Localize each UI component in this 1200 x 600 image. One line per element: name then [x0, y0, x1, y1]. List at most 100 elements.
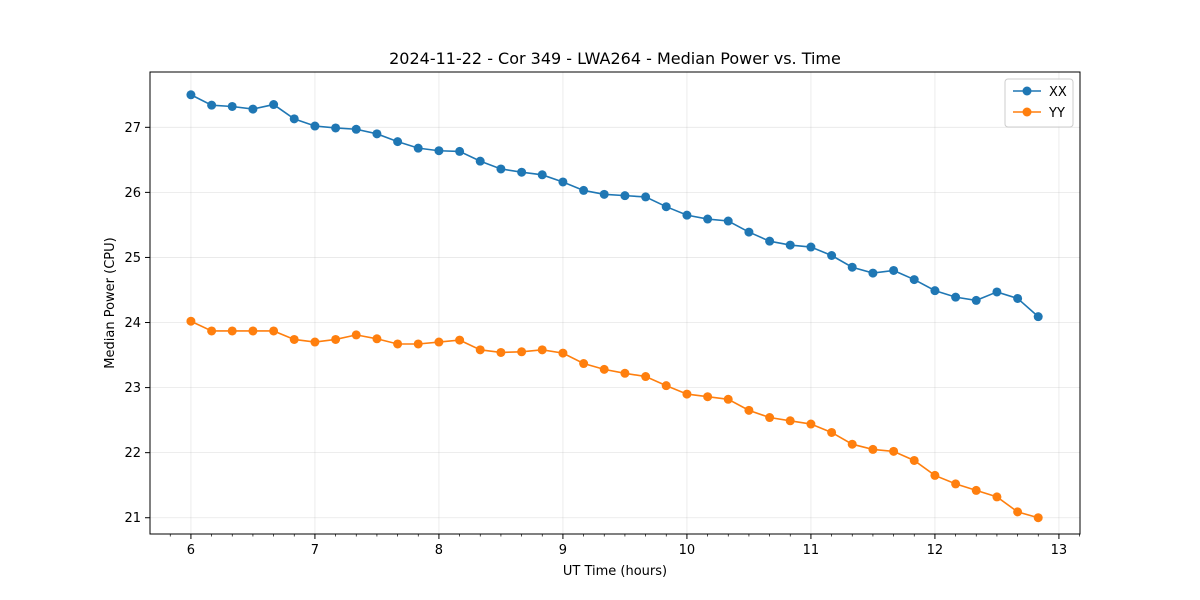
series-xx-point: [496, 164, 506, 174]
series-yy-point: [785, 416, 795, 426]
series-yy-point: [992, 492, 1002, 502]
series-yy-point: [186, 316, 196, 326]
axis-layer: 6 7 8 9 10 11 12 13 21 22 23 24 25 26 27: [124, 121, 1080, 558]
series-yy-point: [372, 334, 382, 344]
series-xx-point: [558, 177, 568, 187]
series-yy-point: [641, 372, 651, 382]
series-xx-point: [517, 167, 527, 177]
series-xx-point: [207, 100, 217, 110]
series-xx-point: [599, 189, 609, 199]
series-xx-point: [971, 295, 981, 305]
series-layer: [186, 90, 1043, 523]
series-xx-point: [186, 90, 196, 100]
series-xx-point: [455, 146, 465, 156]
series-yy-point: [248, 326, 258, 336]
x-tick-label: 13: [1051, 543, 1068, 558]
series-yy-point: [537, 345, 547, 355]
series-yy-point: [703, 392, 713, 402]
series-xx-point: [434, 146, 444, 156]
series-xx-point: [930, 286, 940, 296]
series-xx-point: [889, 265, 899, 275]
series-yy-point: [1033, 513, 1043, 523]
plot-frame: [149, 71, 1081, 535]
y-tick-label: 23: [124, 381, 141, 396]
series-yy-point: [723, 394, 733, 404]
y-tick-label: 21: [124, 511, 141, 526]
legend-yy-marker: [1022, 107, 1032, 117]
series-xx-point: [1013, 293, 1023, 303]
series-yy-point: [579, 359, 589, 369]
series-yy-point: [413, 339, 423, 349]
series-xx-point: [868, 268, 878, 278]
series-yy-point: [475, 345, 485, 355]
series-yy-point: [868, 444, 878, 454]
series-xx: [186, 90, 1043, 322]
series-xx-point: [744, 227, 754, 237]
series-xx-point: [351, 124, 361, 134]
series-yy-point: [847, 439, 857, 449]
series-xx-point: [1033, 312, 1043, 322]
x-tick-label: 10: [679, 543, 696, 558]
series-yy-point: [207, 326, 217, 336]
legend-xx-label: XX: [1049, 85, 1067, 100]
series-yy-point: [558, 348, 568, 358]
x-tick-label: 12: [927, 543, 944, 558]
series-xx-point: [289, 114, 299, 124]
series-xx-point: [992, 287, 1002, 297]
series-yy-point: [951, 479, 961, 489]
series-yy-point: [765, 413, 775, 423]
x-tick-label: 6: [187, 543, 195, 558]
series-yy-point: [889, 446, 899, 456]
series-xx-point: [537, 170, 547, 180]
series-xx-point: [951, 292, 961, 302]
series-yy-point: [393, 339, 403, 349]
series-xx-point: [765, 236, 775, 246]
series-xx-point: [723, 216, 733, 226]
y-tick-label: 22: [124, 446, 141, 461]
series-xx-point: [393, 137, 403, 147]
series-yy-point: [971, 485, 981, 495]
series-yy-point: [289, 334, 299, 344]
y-tick-label: 27: [124, 121, 141, 136]
series-yy-point: [620, 368, 630, 378]
series-xx-point: [682, 210, 692, 220]
series-yy-point: [269, 326, 279, 336]
series-xx-point: [661, 202, 671, 212]
series-yy-point: [909, 455, 919, 465]
x-tick-label: 9: [559, 543, 567, 558]
series-yy-point: [310, 337, 320, 347]
legend: XX YY: [1004, 78, 1074, 128]
series-yy-point: [827, 427, 837, 437]
y-axis-label: Median Power (CPU): [103, 237, 118, 368]
series-xx-point: [579, 185, 589, 195]
series-yy-point: [930, 470, 940, 480]
y-tick-label: 25: [124, 251, 141, 266]
series-yy-point: [806, 419, 816, 429]
y-tick-label: 26: [124, 186, 141, 201]
series-xx-point: [785, 240, 795, 250]
legend-xx-marker: [1022, 86, 1032, 96]
series-yy-point: [455, 335, 465, 345]
series-xx-point: [248, 104, 258, 114]
series-yy-point: [496, 347, 506, 357]
x-axis-label: UT Time (hours): [563, 564, 667, 579]
chart-title: 2024-11-22 - Cor 349 - LWA264 - Median P…: [389, 49, 841, 68]
series-yy-point: [744, 405, 754, 415]
series-xx-point: [847, 262, 857, 272]
series-xx-point: [413, 143, 423, 153]
series-yy-point: [517, 347, 527, 357]
series-yy-point: [331, 334, 341, 344]
series-yy-point: [227, 326, 237, 336]
series-yy-point: [682, 389, 692, 399]
series-yy-point: [661, 381, 671, 391]
series-xx-point: [827, 250, 837, 260]
series-xx-point: [372, 129, 382, 139]
series-xx-point: [475, 156, 485, 166]
series-xx-point: [620, 191, 630, 201]
series-xx-point: [331, 123, 341, 133]
series-yy: [186, 316, 1043, 523]
series-xx-point: [641, 192, 651, 202]
series-xx-point: [227, 101, 237, 111]
series-yy-point: [599, 364, 609, 374]
